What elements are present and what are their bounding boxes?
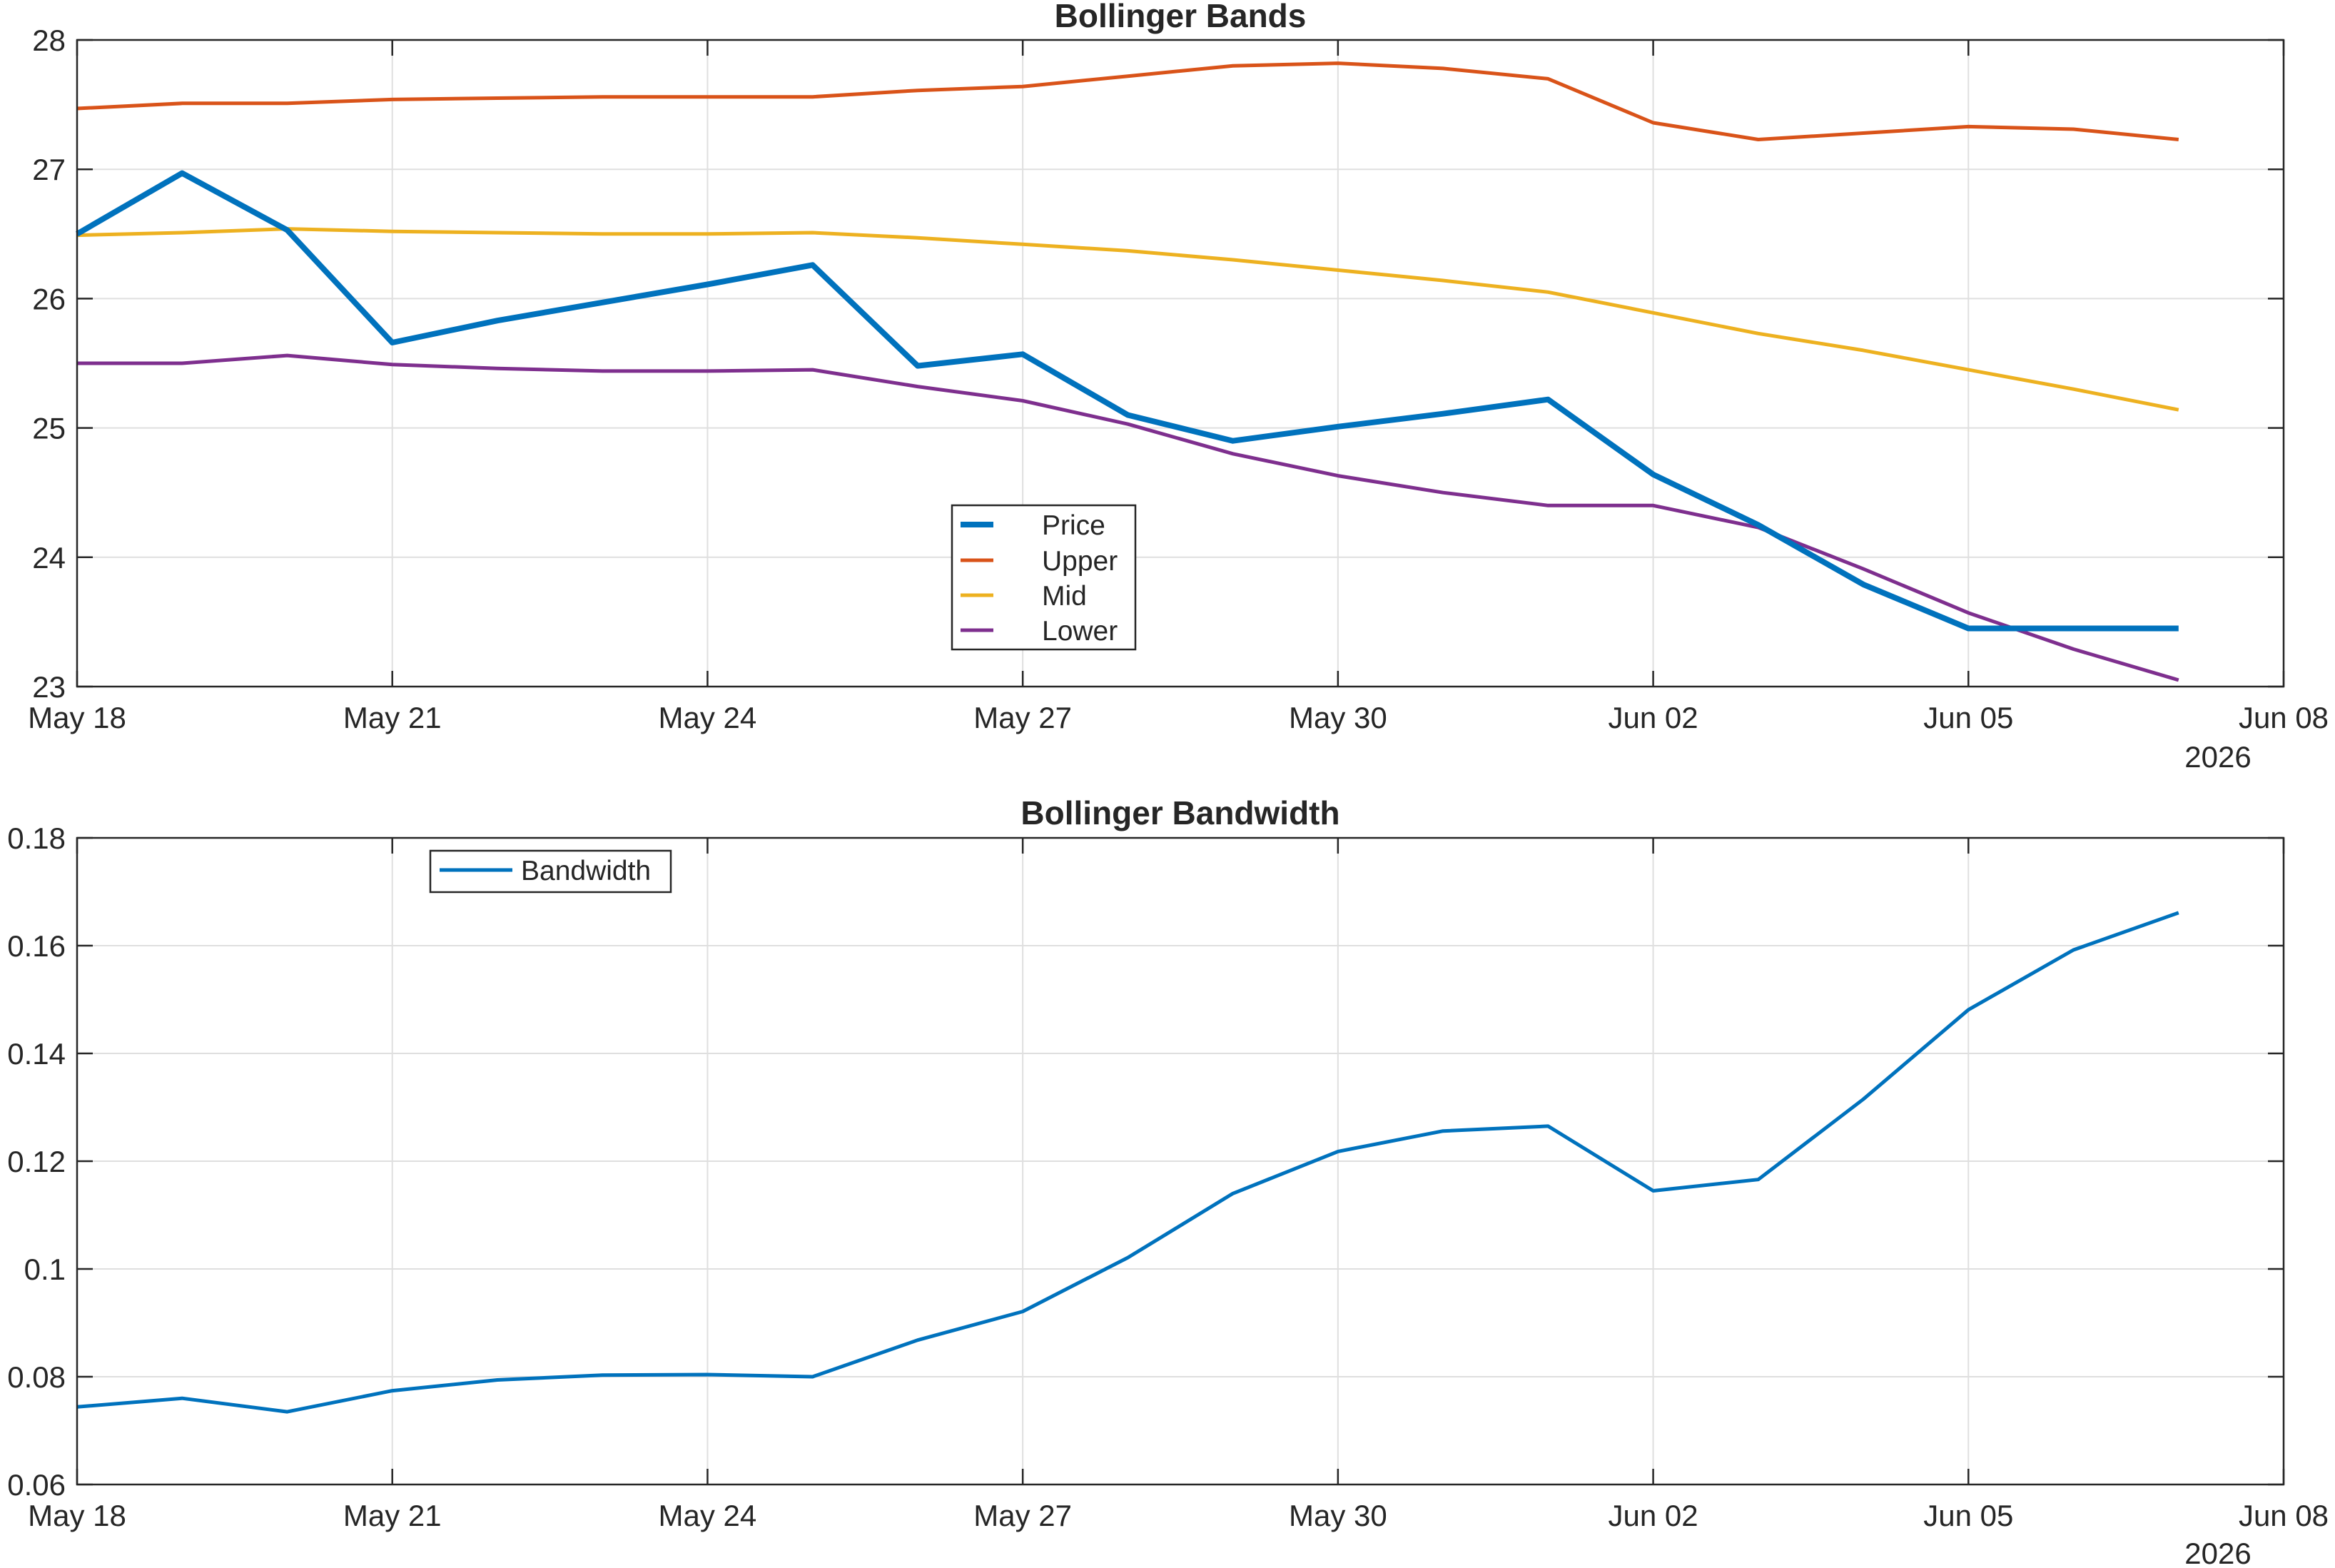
x-secondary-label: 2026: [2184, 740, 2251, 774]
legend-entry-price: Price: [961, 510, 1105, 541]
tick-marks: [76, 39, 2285, 688]
x-tick-label: May 30: [1289, 1499, 1387, 1532]
tick-labels: May 18 May 21 May 24 May 27 May 30 Jun 02 Jun …: [7, 821, 2329, 1532]
y-tick-label: 23: [32, 670, 66, 704]
legend-label-price: Price: [1042, 510, 1105, 541]
bollinger-bandwidth-panel: May 18 May 21 May 24 May 27 May 30 Jun 02 Jun …: [7, 794, 2329, 1568]
x-tick-label: May 27: [973, 1499, 1072, 1532]
series-lines: [76, 911, 2179, 1414]
y-tick-label: 0.08: [7, 1360, 66, 1394]
series-lines: [75, 61, 2179, 682]
legend: Bandwidth: [429, 849, 672, 894]
x-tick-label: Jun 08: [2239, 1499, 2329, 1532]
x-tick-label: May 24: [659, 701, 757, 734]
x-secondary-label: 2026: [2184, 1537, 2251, 1568]
x-tick-label: Jun 02: [1609, 1499, 1698, 1532]
legend-label-mid: Mid: [1042, 581, 1087, 612]
chart-title: Bollinger Bandwidth: [1020, 794, 1339, 831]
legend-entry-lower: Lower: [961, 616, 1118, 647]
y-tick-label: 24: [32, 541, 66, 575]
series-line-lower: [77, 353, 2179, 682]
legend-entry-upper: Upper: [961, 546, 1118, 577]
x-tick-label: May 30: [1289, 701, 1387, 734]
legend-entry-mid: Mid: [961, 581, 1087, 612]
grid-lines: [77, 40, 2284, 687]
x-tick-label: May 21: [343, 1499, 442, 1532]
y-tick-label: 0.1: [24, 1253, 66, 1286]
x-tick-label: May 18: [28, 1499, 126, 1532]
y-tick-label: 26: [32, 282, 66, 315]
legend-label-upper: Upper: [1042, 546, 1118, 577]
bollinger-bands-panel: May 18 May 21 May 24 May 27 May 30 Jun 02 Jun …: [28, 0, 2329, 774]
x-tick-label: Jun 08: [2239, 701, 2329, 734]
y-tick-label: 0.18: [7, 821, 66, 855]
x-tick-label: May 27: [973, 701, 1072, 734]
legend-label-bandwidth: Bandwidth: [521, 856, 651, 886]
x-tick-label: Jun 02: [1609, 701, 1698, 734]
plot-area-frame: [76, 39, 2285, 688]
x-tick-label: Jun 05: [1923, 1499, 2013, 1532]
y-tick-label: 0.14: [7, 1037, 66, 1071]
y-tick-label: 0.06: [7, 1468, 66, 1502]
x-tick-label: Jun 05: [1923, 701, 2013, 734]
series-line-mid: [76, 227, 2179, 412]
chart-title: Bollinger Bands: [1055, 0, 1307, 34]
tick-marks: [76, 836, 2285, 1486]
legend: Price Upper Mid Lower: [951, 504, 1137, 651]
y-tick-label: 0.12: [7, 1145, 66, 1178]
legend-box: [951, 504, 1137, 651]
y-tick-label: 0.16: [7, 929, 66, 963]
y-tick-label: 25: [32, 412, 66, 445]
series-line-bandwidth: [76, 911, 2179, 1414]
y-tick-label: 27: [32, 153, 66, 186]
series-line-price: [75, 170, 2179, 632]
x-tick-label: May 24: [659, 1499, 757, 1532]
series-line-upper: [76, 61, 2179, 141]
legend-entry-bandwidth: Bandwidth: [440, 856, 651, 886]
x-tick-label: May 21: [343, 701, 442, 734]
x-tick-label: May 18: [28, 701, 126, 734]
y-tick-label: 28: [32, 24, 66, 57]
tick-labels: May 18 May 21 May 24 May 27 May 30 Jun 02 Jun …: [28, 24, 2329, 734]
legend-label-lower: Lower: [1042, 616, 1118, 647]
